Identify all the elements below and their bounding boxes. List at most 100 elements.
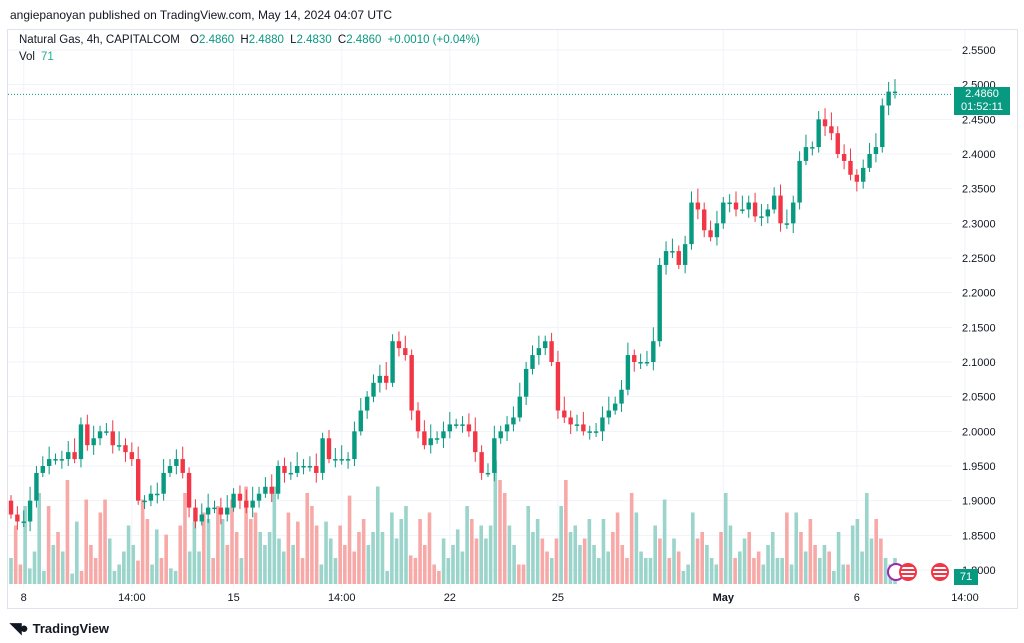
candle — [59, 450, 65, 469]
x-tick-label: 15 — [227, 592, 239, 604]
volume-bar — [418, 519, 422, 584]
candle-body — [886, 91, 891, 106]
volume-bar — [827, 551, 831, 584]
candle-body — [199, 514, 204, 522]
candle — [460, 416, 465, 433]
candle — [396, 331, 402, 357]
volume-bar — [75, 521, 79, 584]
candle-body — [778, 195, 783, 224]
candle-body — [708, 230, 713, 238]
candle — [269, 474, 274, 503]
candle-body — [403, 348, 408, 356]
us-flag-icon[interactable] — [931, 563, 949, 581]
volume-bar — [507, 525, 512, 584]
x-tick-label: 22 — [444, 592, 456, 604]
volume-bar — [676, 551, 681, 584]
candle — [352, 421, 357, 466]
volume-bar — [723, 493, 728, 584]
volume-bar — [841, 564, 846, 584]
candle-body — [326, 438, 332, 460]
volume-bar — [836, 532, 841, 584]
volume-bar — [695, 538, 700, 584]
volume-bar — [879, 538, 883, 584]
volume-bar — [742, 538, 747, 584]
candle-body — [301, 466, 306, 468]
candle — [288, 461, 294, 480]
candle-body — [72, 452, 77, 460]
volume-bar — [808, 519, 813, 584]
candle — [282, 457, 287, 483]
candle — [670, 238, 675, 258]
candle-body — [345, 459, 351, 461]
x-tick-label: 25 — [552, 592, 564, 604]
candle — [218, 497, 224, 525]
volume-bar — [484, 538, 488, 584]
tradingview-logo-icon: ◥● — [10, 620, 29, 637]
last-price-value: 2.4860 — [965, 88, 999, 100]
high-value: 2.4880 — [248, 34, 284, 46]
candle-body — [466, 424, 472, 432]
candle — [123, 438, 128, 462]
volume-bar — [794, 512, 799, 584]
change-value: +0.0010 (+0.04%) — [387, 34, 480, 46]
volume-bar — [549, 558, 554, 584]
volume-bar — [822, 545, 827, 584]
volume-bar — [150, 564, 154, 584]
volume-bar — [846, 564, 850, 584]
volume-bar — [545, 551, 549, 584]
candle-body — [848, 160, 853, 175]
chart-frame — [7, 29, 1018, 609]
candle — [142, 495, 147, 509]
candle-body — [861, 167, 866, 182]
candle-body — [651, 341, 656, 362]
candle — [822, 108, 828, 136]
candle-body — [358, 410, 363, 432]
volume-bar — [65, 480, 70, 584]
candle — [765, 203, 771, 224]
volume-bar — [587, 519, 592, 584]
volume-bar — [601, 519, 606, 584]
us-flag-icon[interactable] — [899, 563, 917, 581]
volume-bar — [615, 512, 620, 584]
candle-body — [218, 507, 224, 515]
tradingview-logo[interactable]: ◥● TradingView — [10, 619, 109, 637]
open-label: O — [190, 34, 199, 46]
ohlc-legend: Natural Gas, 4h, CAPITALCOM O2.4860 H2.4… — [19, 34, 483, 46]
volume-bar — [564, 480, 568, 584]
x-tick-label: 6 — [854, 592, 860, 604]
candle — [632, 349, 637, 372]
candle-body — [307, 466, 313, 468]
candle-body — [492, 438, 497, 473]
candle-body — [85, 424, 90, 446]
candle-body — [142, 500, 147, 503]
volume-bar — [437, 571, 441, 584]
candle — [27, 486, 33, 532]
symbol-label[interactable]: Natural Gas, 4h, CAPITALCOM — [19, 34, 180, 46]
candle — [161, 459, 166, 501]
volume-bar — [639, 551, 643, 584]
candle-body — [434, 438, 440, 440]
volume-label[interactable]: Vol — [19, 51, 35, 63]
candle-body — [110, 431, 115, 446]
volume-bar — [832, 571, 836, 584]
y-tick-label: 1.8500 — [962, 530, 996, 542]
y-axis: 2.55002.50002.45002.40002.35002.30002.25… — [962, 45, 996, 577]
volume-bar — [686, 564, 690, 584]
candle-body — [695, 202, 701, 210]
candle-body — [78, 424, 84, 460]
volume-bar — [864, 493, 869, 584]
candle-body — [587, 431, 592, 433]
volume-bar — [183, 493, 187, 584]
candle — [104, 423, 109, 436]
candle-body — [873, 147, 879, 154]
volume-bar — [662, 499, 667, 584]
candle — [8, 495, 14, 519]
volume-bar — [258, 532, 263, 584]
candle — [294, 452, 300, 478]
volume-bar — [394, 538, 399, 584]
candle — [606, 396, 612, 425]
candles — [8, 79, 898, 532]
candle — [517, 382, 522, 422]
volume-bar — [197, 551, 201, 584]
